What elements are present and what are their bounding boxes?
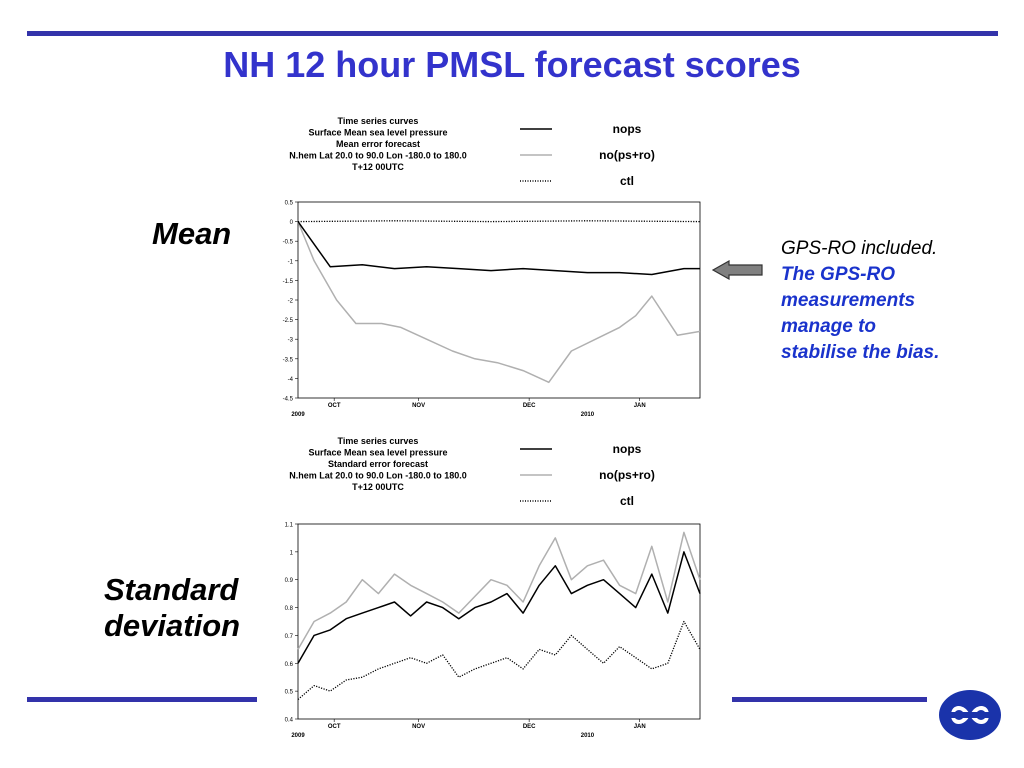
std-series-nopsro bbox=[297, 531, 701, 650]
ecmwf-logo-icon bbox=[939, 690, 1001, 740]
std-y-tick-label: 1 bbox=[290, 550, 294, 556]
bottom-rule-left bbox=[27, 697, 257, 702]
annotation-plain: GPS-RO included. bbox=[781, 238, 938, 259]
top-rule bbox=[27, 31, 998, 36]
annotation: GPS-RO included. The GPS-RO measurements… bbox=[781, 236, 1021, 366]
std-y-tick-label: 0.6 bbox=[285, 662, 294, 668]
mean-y-tick-label: -3 bbox=[288, 338, 294, 344]
mean-header-line: Mean error forecast bbox=[336, 139, 420, 149]
std-header-line: N.hem Lat 20.0 to 90.0 Lon -180.0 to 180… bbox=[289, 471, 467, 481]
std-year-label: 2010 bbox=[581, 733, 595, 739]
mean-legend-label: ctl bbox=[620, 174, 634, 188]
mean-y-tick-label: 0 bbox=[290, 220, 294, 226]
mean-y-tick-label: -3.5 bbox=[283, 357, 294, 363]
mean-plot-frame bbox=[297, 201, 701, 399]
std-y-tick-label: 0.8 bbox=[285, 606, 294, 612]
std-y-tick-label: 0.7 bbox=[285, 634, 294, 640]
mean-series-nopsro bbox=[297, 221, 701, 384]
slide-title: NH 12 hour PMSL forecast scores bbox=[223, 44, 801, 85]
mean-y-tick-label: -2.5 bbox=[283, 318, 294, 324]
std-series-ctl bbox=[297, 620, 701, 700]
mean-series-ctl bbox=[297, 220, 701, 223]
std-month-label: OCT bbox=[328, 724, 341, 730]
std-legend-label: ctl bbox=[620, 494, 634, 508]
mean-month-label: OCT bbox=[328, 403, 341, 409]
mean-y-tick-label: -2 bbox=[288, 299, 294, 305]
std-y-tick-label: 0.4 bbox=[285, 718, 294, 724]
std-chart: Time series curves Surface Mean sea level… bbox=[285, 436, 701, 739]
label-standard-deviation: Standard deviation bbox=[104, 572, 240, 644]
mean-legend-label: no(ps+ro) bbox=[599, 148, 655, 162]
mean-month-label: NOV bbox=[412, 403, 425, 409]
std-plot-frame bbox=[297, 523, 701, 720]
mean-year-label: 2010 bbox=[581, 412, 595, 418]
mean-y-tick-label: -4 bbox=[288, 377, 294, 383]
std-header-line: Standard error forecast bbox=[328, 459, 428, 469]
std-header-line: Surface Mean sea level pressure bbox=[308, 448, 447, 458]
label-std-line2: deviation bbox=[104, 608, 241, 643]
bottom-rule-right bbox=[732, 697, 927, 702]
mean-legend-label: nops bbox=[613, 122, 642, 136]
std-series-nops bbox=[297, 551, 701, 664]
mean-y-tick-label: -0.5 bbox=[283, 240, 294, 246]
std-month-label: JAN bbox=[634, 724, 646, 730]
label-std-line1: Standard bbox=[104, 572, 239, 607]
mean-chart: Time series curves Surface Mean sea level… bbox=[283, 116, 701, 418]
annotation-bold-2: measurements bbox=[781, 290, 916, 311]
std-month-label: DEC bbox=[523, 724, 536, 730]
std-header-line: Time series curves bbox=[338, 436, 419, 446]
std-y-tick-label: 1.1 bbox=[285, 523, 294, 529]
annotation-bold-1: The GPS-RO bbox=[781, 264, 896, 285]
mean-header-line: N.hem Lat 20.0 to 90.0 Lon -180.0 to 180… bbox=[289, 151, 467, 161]
mean-month-label: DEC bbox=[523, 403, 536, 409]
std-year-label: 2009 bbox=[291, 733, 305, 739]
std-y-tick-label: 0.9 bbox=[285, 578, 294, 584]
mean-header-line: T+12 00UTC bbox=[352, 162, 404, 172]
annotation-bold-4: stabilise the bias. bbox=[781, 342, 940, 363]
label-mean: Mean bbox=[152, 216, 232, 251]
std-legend-label: nops bbox=[613, 442, 642, 456]
mean-month-label: JAN bbox=[634, 403, 646, 409]
std-legend-label: no(ps+ro) bbox=[599, 468, 655, 482]
mean-header-line: Time series curves bbox=[338, 116, 419, 126]
mean-header-line: Surface Mean sea level pressure bbox=[308, 128, 447, 138]
mean-y-tick-label: -1.5 bbox=[283, 279, 294, 285]
mean-year-label: 2009 bbox=[291, 412, 305, 418]
left-arrow-icon bbox=[712, 260, 763, 280]
std-header-line: T+12 00UTC bbox=[352, 482, 404, 492]
std-y-tick-label: 0.5 bbox=[285, 690, 294, 696]
std-month-label: NOV bbox=[412, 724, 425, 730]
mean-series-nops bbox=[297, 221, 700, 276]
annotation-bold-3: manage to bbox=[781, 316, 877, 337]
mean-y-tick-label: -1 bbox=[288, 259, 294, 265]
mean-y-tick-label: 0.5 bbox=[285, 201, 294, 207]
mean-y-tick-label: -4.5 bbox=[283, 397, 294, 403]
